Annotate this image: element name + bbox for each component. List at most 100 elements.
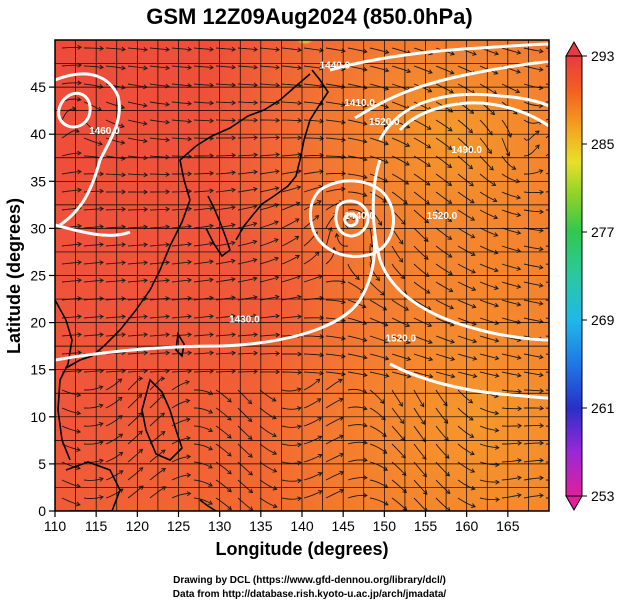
y-tick-label: 15	[30, 362, 46, 378]
streamline-arrowhead	[165, 47, 170, 52]
coast-china	[65, 199, 191, 369]
streamline	[303, 47, 324, 52]
streamline	[501, 407, 522, 410]
streamline	[391, 173, 409, 185]
streamline-arrowhead	[274, 275, 280, 281]
streamline	[391, 137, 410, 147]
streamline-arrowhead	[382, 306, 388, 311]
contour-1520-northeast	[378, 92, 549, 141]
streamline-arrowhead	[405, 142, 411, 147]
streamline-arrowhead	[297, 168, 302, 174]
streamline-arrowhead	[539, 458, 544, 463]
streamline-arrowhead	[275, 64, 280, 70]
streamline	[413, 101, 432, 111]
streamline	[149, 315, 170, 319]
streamline	[61, 82, 82, 85]
streamline-arrowhead	[405, 322, 411, 328]
streamline	[149, 119, 170, 123]
streamline-arrowhead	[187, 206, 193, 212]
streamline-arrowhead	[516, 284, 522, 289]
streamline	[149, 449, 166, 463]
streamline	[61, 370, 82, 373]
streamline	[84, 47, 104, 50]
streamline-arrowhead	[271, 397, 277, 402]
streamline-arrowhead	[383, 159, 389, 164]
streamline-arrowhead	[539, 209, 544, 215]
streamline-arrowhead	[297, 496, 302, 502]
streamline	[435, 335, 455, 343]
streamline	[479, 407, 499, 415]
streamline-arrowhead	[187, 314, 192, 319]
streamline-arrowhead	[209, 118, 215, 124]
streamline	[83, 279, 104, 283]
streamline	[501, 83, 520, 93]
streamline-arrowhead	[427, 322, 433, 328]
y-tick-label: 40	[30, 126, 46, 142]
streamline	[391, 497, 408, 511]
streamline-arrowhead	[493, 249, 499, 255]
streamline-arrowhead	[316, 200, 322, 205]
streamline	[369, 335, 389, 343]
streamline	[479, 335, 499, 342]
streamline	[391, 443, 406, 459]
streamline-arrowhead	[295, 255, 300, 260]
streamline	[193, 207, 214, 211]
streamline-arrowhead	[472, 355, 478, 361]
streamline-arrowhead	[423, 507, 428, 511]
streamline-arrowhead	[487, 149, 492, 155]
y-tick-label: 0	[38, 503, 46, 519]
streamline-arrowhead	[561, 427, 565, 431]
streamline-arrowhead	[427, 339, 433, 345]
streamline	[325, 371, 346, 375]
streamline-arrowhead	[227, 505, 232, 511]
streamline-arrowhead	[209, 277, 214, 283]
streamline-arrowhead	[517, 423, 523, 429]
streamline	[237, 240, 257, 247]
streamline	[413, 371, 433, 378]
streamline	[303, 83, 324, 87]
streamline-arrowhead	[209, 188, 214, 194]
streamline-arrowhead	[143, 242, 148, 248]
streamline	[501, 227, 521, 234]
streamline-arrowhead	[516, 69, 521, 74]
streamline	[303, 417, 322, 427]
streamline	[193, 83, 214, 86]
streamline-arrowhead	[94, 128, 99, 134]
streamline-arrowhead	[272, 432, 277, 438]
contour-1490-east	[398, 101, 549, 132]
streamline	[523, 281, 543, 287]
streamline-arrowhead	[384, 338, 390, 344]
streamline-arrowhead	[138, 485, 144, 490]
streamline-arrowhead	[384, 355, 390, 361]
streamline-arrowhead	[493, 214, 499, 220]
streamline-arrowhead	[362, 174, 368, 180]
x-tick-label: 160	[455, 518, 479, 534]
streamline-arrowhead	[470, 233, 476, 239]
streamline-arrowhead	[138, 430, 143, 436]
streamline	[193, 279, 214, 283]
y-tick-label: 25	[30, 268, 46, 284]
contour-label: 1460.0	[89, 126, 120, 137]
streamline-arrowhead	[142, 102, 148, 108]
streamline	[435, 443, 450, 459]
streamline	[259, 352, 280, 355]
streamline-arrowhead	[76, 96, 82, 102]
streamline-arrowhead	[186, 472, 192, 478]
streamline	[523, 371, 543, 376]
streamline	[193, 190, 214, 193]
streamline	[105, 137, 125, 144]
streamline	[391, 389, 403, 407]
streamline-arrowhead	[516, 355, 522, 360]
streamline	[369, 137, 389, 145]
streamline-arrowhead	[341, 186, 346, 192]
streamline-arrowhead	[143, 47, 148, 52]
streamline	[413, 335, 433, 344]
streamline-arrowhead	[209, 205, 214, 211]
streamline-arrowhead	[516, 194, 522, 200]
coast-taiwan	[175, 331, 185, 358]
streamline-arrowhead	[121, 296, 126, 302]
streamline	[171, 47, 192, 51]
colorbar-max-arrow	[565, 40, 583, 57]
streamline-arrowhead	[404, 306, 410, 311]
